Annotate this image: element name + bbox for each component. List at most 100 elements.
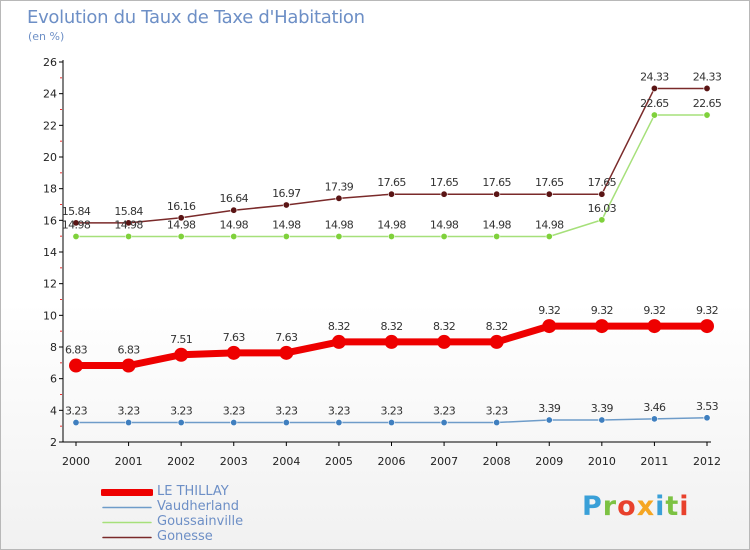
data-label: 9.32 <box>643 304 665 317</box>
data-point <box>647 319 662 334</box>
data-point <box>72 219 80 227</box>
data-point <box>598 216 606 224</box>
logo-letter: t <box>665 491 680 522</box>
data-label: 3.23 <box>275 405 298 418</box>
logo-letter: o <box>617 491 637 522</box>
x-tick-label: 2007 <box>430 455 458 468</box>
y-tick-label: 14 <box>43 246 57 259</box>
data-point <box>703 84 711 92</box>
data-point <box>440 190 448 198</box>
data-label: 3.39 <box>591 402 614 415</box>
y-tick-label: 4 <box>50 404 57 417</box>
data-label: 14.98 <box>220 218 249 231</box>
data-point <box>650 415 658 423</box>
data-label: 17.65 <box>535 176 564 189</box>
data-point <box>230 419 238 427</box>
data-label: 3.23 <box>65 405 88 418</box>
data-label: 14.98 <box>62 218 91 231</box>
data-point <box>387 190 395 198</box>
legend-swatch-vaudherland <box>102 506 152 509</box>
data-label: 24.33 <box>693 70 722 83</box>
data-label: 8.32 <box>433 320 455 333</box>
x-tick-label: 2005 <box>325 455 353 468</box>
data-label: 7.51 <box>170 333 192 346</box>
data-label: 17.65 <box>430 176 459 189</box>
y-tick-label: 18 <box>43 183 57 196</box>
data-point <box>282 232 290 240</box>
data-label: 3.53 <box>696 400 719 413</box>
x-tick-label: 2006 <box>378 455 406 468</box>
legend-label: LE THILLAY <box>157 484 229 499</box>
data-point <box>650 111 658 119</box>
x-tick-label: 2001 <box>115 455 143 468</box>
y-tick-label: 6 <box>50 373 57 386</box>
data-point <box>493 190 501 198</box>
data-point <box>387 232 395 240</box>
data-label: 3.23 <box>170 405 193 418</box>
data-point <box>545 190 553 198</box>
logo-letter: x <box>636 491 656 522</box>
data-label: 16.64 <box>220 192 249 205</box>
legend-item: LE THILLAY <box>101 485 361 500</box>
data-point <box>598 190 606 198</box>
data-point <box>335 419 343 427</box>
legend-item: Vaudherland <box>101 500 361 515</box>
x-tick-label: 2010 <box>588 455 616 468</box>
data-point <box>174 347 189 362</box>
y-tick-label: 10 <box>43 309 57 322</box>
data-point <box>279 345 294 360</box>
y-tick-label: 20 <box>43 151 57 164</box>
data-label: 8.32 <box>328 320 350 333</box>
y-tick-label: 8 <box>50 341 57 354</box>
data-label: 14.98 <box>167 218 196 231</box>
data-point <box>282 201 290 209</box>
data-point <box>121 358 136 373</box>
data-label: 17.39 <box>325 180 354 193</box>
logo-letter: r <box>602 491 618 522</box>
data-label: 14.98 <box>325 218 354 231</box>
data-label: 16.16 <box>167 200 196 213</box>
data-label: 3.23 <box>380 405 403 418</box>
logo-letter: P <box>582 491 603 522</box>
data-point <box>335 232 343 240</box>
data-label: 17.65 <box>482 176 511 189</box>
data-label: 14.98 <box>535 218 564 231</box>
data-label: 3.39 <box>538 402 561 415</box>
proxiti-logo: Proxiti <box>582 491 690 522</box>
data-point <box>387 419 395 427</box>
chart-unit-label: (en %) <box>28 30 65 43</box>
legend-swatch-gonesse <box>102 536 152 539</box>
x-tick-label: 2009 <box>535 455 563 468</box>
data-label: 22.65 <box>640 97 669 110</box>
data-point <box>72 419 80 427</box>
data-point <box>493 232 501 240</box>
x-tick-label: 2002 <box>167 455 195 468</box>
x-tick-label: 2012 <box>693 455 721 468</box>
data-point <box>489 334 504 349</box>
data-point <box>177 419 185 427</box>
y-tick-label: 2 <box>50 436 57 449</box>
y-tick-label: 12 <box>43 278 57 291</box>
data-point <box>230 206 238 214</box>
data-point <box>282 419 290 427</box>
data-point <box>177 232 185 240</box>
data-point <box>125 219 133 227</box>
data-point <box>125 419 133 427</box>
logo-letter: i <box>679 491 690 522</box>
data-label: 9.32 <box>591 304 613 317</box>
data-label: 14.98 <box>377 218 406 231</box>
data-label: 3.23 <box>486 405 509 418</box>
y-tick-label: 24 <box>43 88 57 101</box>
data-point <box>72 232 80 240</box>
data-point <box>69 358 83 373</box>
y-tick-label: 16 <box>43 214 57 227</box>
x-tick-label: 2004 <box>272 455 300 468</box>
data-point <box>230 232 238 240</box>
data-point <box>703 111 711 119</box>
data-label: 17.65 <box>377 176 406 189</box>
logo-letter: i <box>655 491 666 522</box>
legend-item: Goussainville <box>101 515 361 530</box>
data-label: 16.97 <box>272 187 301 200</box>
